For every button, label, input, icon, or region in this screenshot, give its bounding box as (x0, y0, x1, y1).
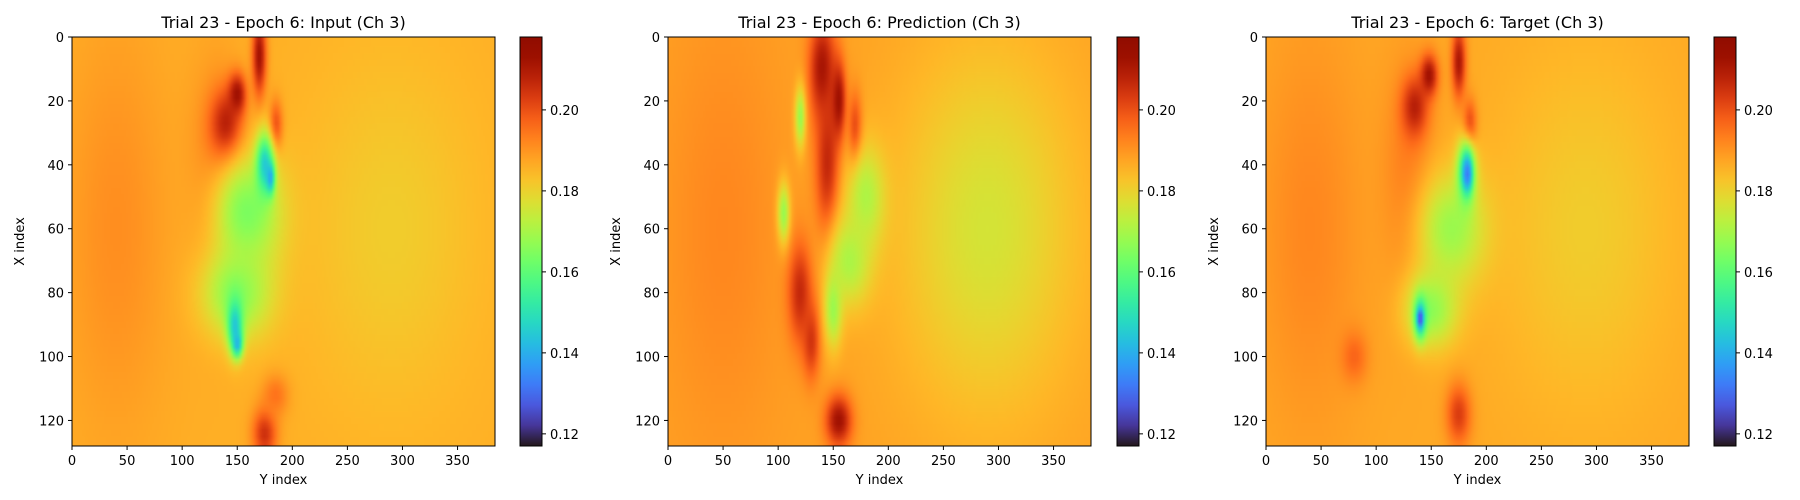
panel-title: Trial 23 - Epoch 6: Target (Ch 3) (1350, 13, 1603, 32)
x-tick-label: 0 (664, 454, 672, 469)
heatmap-image (1266, 37, 1689, 446)
x-tick-label: 0 (68, 454, 76, 469)
panel-1: 0 50 100 150 200 250 300 350 0 20 40 60 80 100 120 Tria… (13, 13, 579, 488)
colorbar-tick-label: 0.12 (1744, 428, 1773, 443)
y-tick-label: 40 (47, 159, 64, 174)
x-axis-label: Y index (259, 473, 308, 488)
y-axis-label: X index (13, 217, 28, 266)
x-tick-label: 350 (445, 454, 470, 469)
x-tick-label: 350 (1639, 454, 1664, 469)
y-axis-label: X index (1207, 217, 1222, 266)
colorbar-tick-label: 0.14 (1147, 347, 1176, 362)
colorbar-tick-label: 0.20 (550, 104, 579, 119)
y-tick-label: 80 (643, 287, 660, 302)
x-tick-label: 300 (390, 454, 415, 469)
x-tick-label: 250 (335, 454, 360, 469)
plot-frame (71, 36, 496, 447)
x-tick-label: 100 (170, 454, 195, 469)
x-tick-label: 200 (876, 454, 901, 469)
x-tick-label: 50 (119, 454, 136, 469)
colorbar-tick-label: 0.14 (1744, 347, 1773, 362)
y-tick-label: 80 (47, 287, 64, 302)
heatmap-image (72, 37, 495, 446)
x-tick-label: 300 (1584, 454, 1609, 469)
x-axis-label: Y index (1453, 473, 1502, 488)
x-tick-label: 50 (1313, 454, 1330, 469)
y-tick-label: 100 (1233, 351, 1258, 366)
x-tick-label: 100 (1364, 454, 1389, 469)
x-tick-label: 200 (1474, 454, 1499, 469)
colorbar-tick-label: 0.18 (1744, 185, 1773, 200)
y-tick-label: 40 (1241, 159, 1258, 174)
colorbar-tick-label: 0.20 (1147, 104, 1176, 119)
y-tick-label: 20 (1241, 95, 1258, 110)
y-tick-label: 100 (39, 351, 64, 366)
colorbar-tick-label: 0.20 (1744, 104, 1773, 119)
colorbar-tick-label: 0.16 (1744, 266, 1773, 281)
y-axis-label: X index (609, 217, 624, 266)
colorbar-tick-label: 0.18 (550, 185, 579, 200)
y-tick-label: 0 (1250, 31, 1258, 46)
colorbar-tick-label: 0.14 (550, 347, 579, 362)
heatmap-image (668, 37, 1091, 446)
y-tick-label: 40 (643, 159, 660, 174)
colorbar-tick-label: 0.16 (550, 266, 579, 281)
x-tick-label: 0 (1262, 454, 1270, 469)
panel-title: Trial 23 - Epoch 6: Prediction (Ch 3) (737, 13, 1020, 32)
x-tick-label: 50 (715, 454, 732, 469)
colorbar (519, 36, 543, 447)
x-tick-label: 200 (280, 454, 305, 469)
y-tick-label: 20 (643, 95, 660, 110)
colorbar (1116, 36, 1140, 447)
x-tick-label: 150 (1419, 454, 1444, 469)
y-tick-label: 80 (1241, 287, 1258, 302)
colorbar-tick-label: 0.12 (1147, 428, 1176, 443)
colorbar-tick-label: 0.12 (550, 428, 579, 443)
x-tick-label: 250 (931, 454, 956, 469)
x-tick-label: 150 (821, 454, 846, 469)
colorbar (1713, 36, 1737, 447)
y-tick-label: 60 (47, 223, 64, 238)
y-tick-label: 120 (1233, 414, 1258, 429)
colorbar-tick-label: 0.16 (1147, 266, 1176, 281)
x-tick-label: 250 (1529, 454, 1554, 469)
plot-frame (1265, 36, 1690, 447)
y-tick-label: 120 (635, 414, 660, 429)
y-tick-label: 60 (1241, 223, 1258, 238)
y-tick-label: 100 (635, 351, 660, 366)
x-tick-label: 350 (1041, 454, 1066, 469)
y-tick-label: 0 (652, 31, 660, 46)
plot-frame (667, 36, 1092, 447)
x-tick-label: 100 (766, 454, 791, 469)
y-tick-label: 0 (56, 31, 64, 46)
x-axis-label: Y index (855, 473, 904, 488)
y-tick-label: 120 (39, 414, 64, 429)
panel-title: Trial 23 - Epoch 6: Input (Ch 3) (160, 13, 405, 32)
y-tick-label: 20 (47, 95, 64, 110)
y-tick-label: 60 (643, 223, 660, 238)
colorbar-tick-label: 0.18 (1147, 185, 1176, 200)
x-tick-label: 150 (225, 454, 250, 469)
x-tick-label: 300 (986, 454, 1011, 469)
panel-3: 0 50 100 150 200 250 300 350 0 20 40 60 80 100 120 Tria… (1207, 13, 1773, 488)
panel-2: 0 50 100 150 200 250 300 350 0 20 40 60 80 100 120 Tria… (609, 13, 1176, 488)
